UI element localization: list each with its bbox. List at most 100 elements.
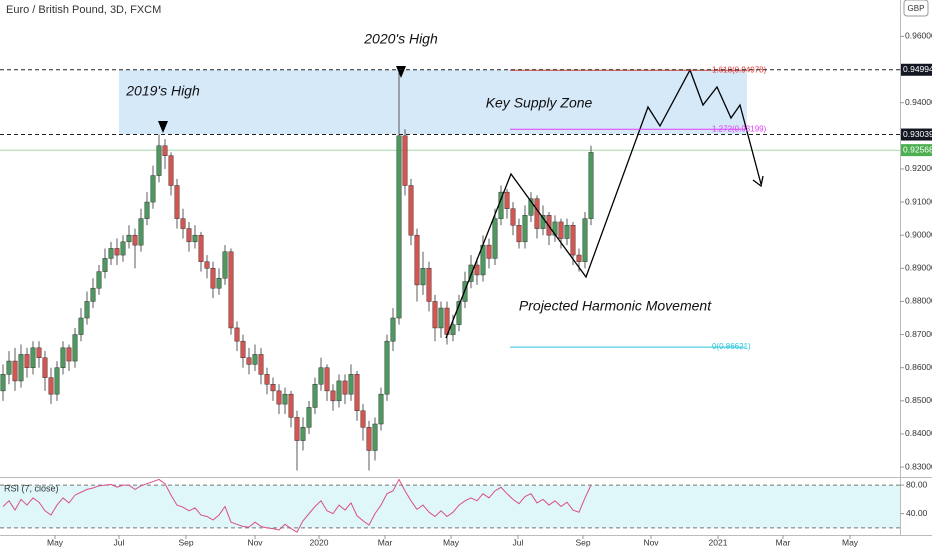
candle-body — [120, 241, 126, 256]
candle-body — [126, 234, 132, 243]
high-arrow — [396, 66, 406, 78]
candle-body — [582, 218, 588, 262]
candle-body — [0, 374, 6, 392]
candle-body — [342, 380, 348, 395]
candle-body — [504, 191, 510, 209]
candle-body — [216, 278, 222, 289]
candle-body — [354, 374, 360, 411]
candle-body — [36, 347, 42, 358]
candle-body — [72, 334, 78, 362]
candle-body — [432, 301, 438, 329]
candle-body — [510, 208, 516, 226]
candle-body — [270, 384, 276, 392]
candle-body — [84, 301, 90, 319]
candle-body — [324, 367, 330, 392]
indicator-name: RSI (7, close) — [4, 483, 59, 493]
annotation: Projected Harmonic Movement — [519, 298, 712, 314]
candle-body — [390, 317, 396, 342]
supply-zone — [119, 70, 747, 134]
x-tick-label: May — [443, 537, 460, 547]
candle-body — [528, 198, 534, 216]
candle-body — [162, 145, 168, 156]
candle-body — [6, 360, 12, 375]
x-tick-label: Sep — [575, 537, 590, 547]
candle-body — [12, 360, 18, 382]
price-tag — [901, 63, 932, 76]
price-tag — [901, 128, 932, 141]
candle-body — [576, 254, 582, 262]
candle-body — [156, 145, 162, 176]
candle-body — [360, 410, 366, 428]
candle-body — [132, 234, 138, 246]
annotation: Key Supply Zone — [486, 95, 593, 111]
rsi-band — [0, 485, 900, 528]
candle-body — [96, 271, 102, 289]
candle-body — [138, 218, 144, 246]
x-tick-label: 2020 — [310, 537, 329, 547]
candle-body — [420, 268, 426, 286]
candle-body — [108, 248, 114, 259]
candle-body — [60, 347, 66, 368]
candle-body — [330, 390, 336, 402]
candle-body — [78, 317, 84, 335]
candle-body — [486, 244, 492, 259]
candle-body — [180, 218, 186, 229]
candle-body — [240, 340, 246, 358]
candle-body — [24, 354, 30, 368]
candle-body — [30, 347, 36, 368]
candle-body — [450, 324, 456, 335]
candle-body — [234, 327, 240, 342]
candle-body — [276, 390, 282, 405]
fib-label: 1.618(0.94978) — [712, 65, 767, 74]
annotation: 2019's High — [125, 83, 200, 99]
candle-body — [306, 407, 312, 428]
candle-body — [252, 354, 258, 365]
candle-body — [18, 354, 24, 382]
candle-body — [54, 367, 60, 395]
high-arrow — [158, 121, 168, 133]
price-tag — [901, 144, 932, 157]
fib-label: 0(0.86621) — [712, 342, 751, 351]
candle-body — [318, 367, 324, 385]
candle-body — [294, 417, 300, 441]
candle-body — [372, 423, 378, 451]
candle-body — [168, 155, 174, 186]
candle-body — [570, 225, 576, 256]
y-tick-label: 80.00 — [906, 479, 928, 489]
candle-body — [408, 185, 414, 236]
x-tick-label: Mar — [378, 537, 393, 547]
price-tag-label: 0.94994 — [903, 64, 932, 74]
currency: GBP — [908, 4, 925, 13]
candle-body — [522, 215, 528, 243]
chart-title: Euro / British Pound, 3D, FXCM — [6, 4, 161, 16]
candle-body — [204, 261, 210, 269]
candle-body — [48, 377, 54, 395]
candle-body — [348, 374, 354, 395]
x-tick-label: Sep — [178, 537, 193, 547]
candle-body — [282, 393, 288, 405]
candle-body — [402, 135, 408, 186]
x-tick-label: Nov — [247, 537, 263, 547]
candle-body — [222, 251, 228, 279]
candle-body — [228, 251, 234, 329]
candle-body — [114, 248, 120, 256]
candle-body — [456, 301, 462, 325]
candle-body — [102, 258, 108, 272]
candle-body — [588, 152, 594, 219]
candle-body — [186, 228, 192, 243]
x-tick-label: Mar — [776, 537, 791, 547]
candle-body — [396, 135, 402, 319]
x-tick-label: May — [47, 537, 64, 547]
x-tick-label: Jul — [513, 537, 524, 547]
candle-body — [264, 374, 270, 385]
